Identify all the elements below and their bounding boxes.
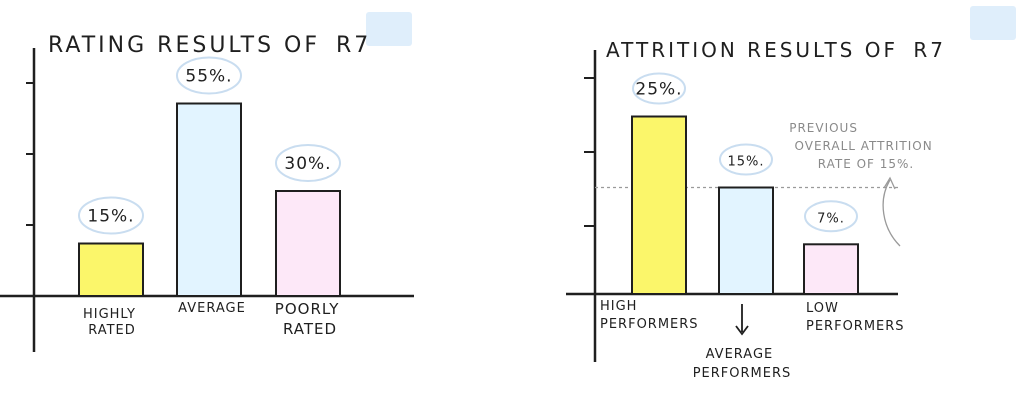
attrition-chart: ATTRITION RESULTS OF R7 25%. 15%. 7%. PR… <box>566 6 1016 381</box>
rating-label-bubble-highly-rated <box>78 196 144 235</box>
attrition-category-high-performers: HIGH PERFORMERS <box>600 299 699 332</box>
rating-label-bubble-average <box>176 56 242 95</box>
rating-bar-average <box>176 102 242 297</box>
rating-bar-poorly-rated <box>275 190 341 297</box>
rating-bar-highly-rated <box>78 242 144 297</box>
rating-category-average: AVERAGE <box>178 301 246 316</box>
attrition-average-pointer-arrow <box>735 304 749 336</box>
rating-chart: RATING RESULTS OF R7 15%. 55%. 30%. HIGH… <box>0 12 414 352</box>
rating-title-prefix: RATING RESULTS OF <box>48 33 320 58</box>
rating-category-poorly-rated: POORLY RATED <box>275 300 345 338</box>
rating-title-highlight-box <box>366 12 412 46</box>
attrition-reference-annotation: PREVIOUS OVERALL ATTRITION RATE OF 15%. <box>789 121 937 171</box>
attrition-data-label-average-performers: 15%. <box>727 155 764 170</box>
attrition-title-prefix: ATTRITION RESULTS OF <box>606 38 898 62</box>
attrition-title-highlight: R7 <box>913 38 946 62</box>
attrition-label-bubble-low-performers <box>804 200 858 233</box>
rating-category-highly-rated: HIGHLY RATED <box>83 307 141 338</box>
attrition-annotation-arrowhead <box>883 176 896 190</box>
attrition-bar-low-performers <box>803 243 859 296</box>
attrition-bar-high-performers <box>631 115 687 295</box>
rating-label-bubble-poorly-rated <box>275 144 341 182</box>
attrition-category-average-performers: AVERAGE PERFORMERS <box>693 347 792 381</box>
rating-data-label-average: 55%. <box>185 67 232 87</box>
attrition-title-highlight-box <box>970 6 1016 40</box>
attrition-category-low-performers: LOW PERFORMERS <box>806 301 905 334</box>
attrition-bar-average-performers <box>718 186 774 295</box>
rating-data-label-highly-rated: 15%. <box>87 207 134 227</box>
attrition-label-bubble-high-performers <box>632 72 686 105</box>
attrition-data-label-high-performers: 25%. <box>635 80 682 100</box>
attrition-annotation-arrow <box>882 179 901 247</box>
rating-title-highlight: R7 <box>336 33 371 58</box>
attrition-title: ATTRITION RESULTS OF R7 <box>606 38 946 62</box>
rating-data-label-poorly-rated: 30%. <box>284 154 331 174</box>
rating-title: RATING RESULTS OF R7 <box>48 33 371 58</box>
attrition-label-bubble-average-performers <box>719 143 773 176</box>
attrition-data-label-low-performers: 7%. <box>817 211 845 226</box>
